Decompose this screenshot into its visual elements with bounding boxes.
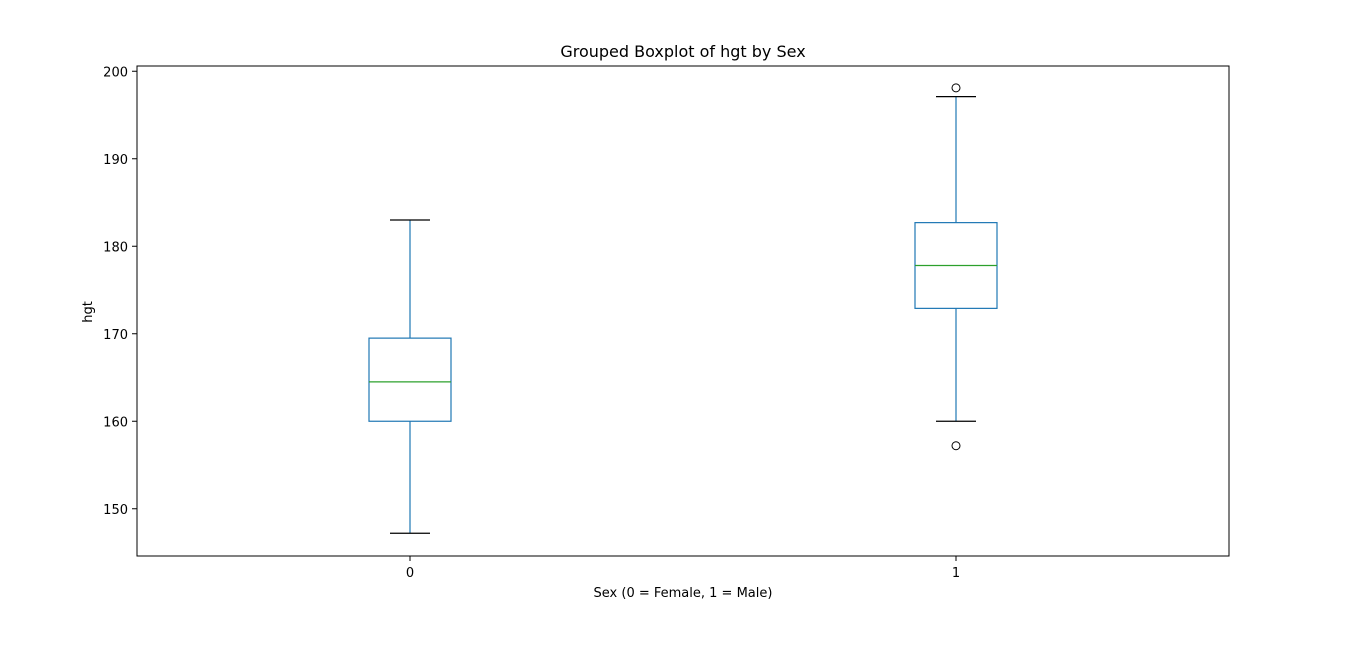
plot-frame <box>136 65 1230 557</box>
chart-title: Grouped Boxplot of hgt by Sex <box>560 42 805 61</box>
box-group-0 <box>368 219 452 534</box>
y-tick-label: 150 <box>103 503 128 518</box>
y-tick-label: 200 <box>103 65 128 80</box>
x-axis-label: Sex (0 = Female, 1 = Male) <box>594 586 773 601</box>
outlier-point <box>951 441 961 451</box>
y-tick-label: 160 <box>103 415 128 430</box>
y-tick-label: 190 <box>103 153 128 168</box>
x-tick-label: 0 <box>406 566 414 581</box>
y-axis-label: hgt <box>81 301 96 323</box>
x-tick-label: 1 <box>952 566 960 581</box>
box-group-1 <box>914 83 998 451</box>
y-tick-label: 180 <box>103 240 128 255</box>
y-tick-label: 170 <box>103 328 128 343</box>
plot-area: 150 160 170 180 190 200 0 1 <box>103 65 998 581</box>
iqr-box <box>368 337 452 422</box>
outlier-point <box>951 83 961 93</box>
